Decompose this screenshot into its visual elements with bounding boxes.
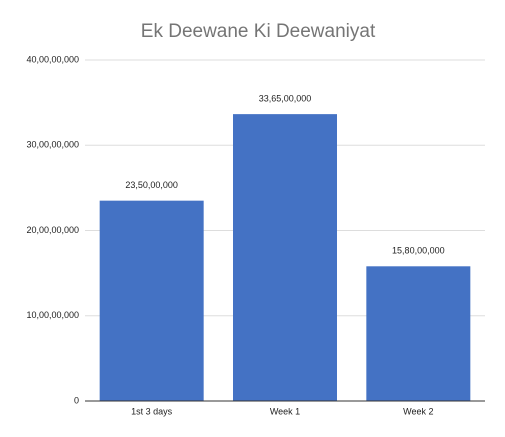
y-tick-label: 0: [74, 395, 79, 405]
y-tick-label: 30,00,00,000: [26, 140, 79, 150]
bar: [99, 200, 204, 401]
y-tick-label: 40,00,00,000: [26, 54, 79, 64]
data-label: 33,65,00,000: [259, 94, 312, 104]
y-tick-label: 10,00,00,000: [26, 310, 79, 320]
data-label: 23,50,00,000: [125, 180, 178, 190]
chart-title: Ek Deewane Ki Deewaniyat: [141, 21, 376, 42]
data-label: 15,80,00,000: [392, 246, 445, 256]
y-tick-label: 20,00,00,000: [26, 225, 79, 235]
x-tick-label: Week 1: [270, 406, 300, 416]
bar: [366, 266, 471, 401]
x-tick-label: 1st 3 days: [131, 406, 173, 416]
x-tick-label: Week 2: [403, 406, 433, 416]
bar: [233, 114, 337, 401]
